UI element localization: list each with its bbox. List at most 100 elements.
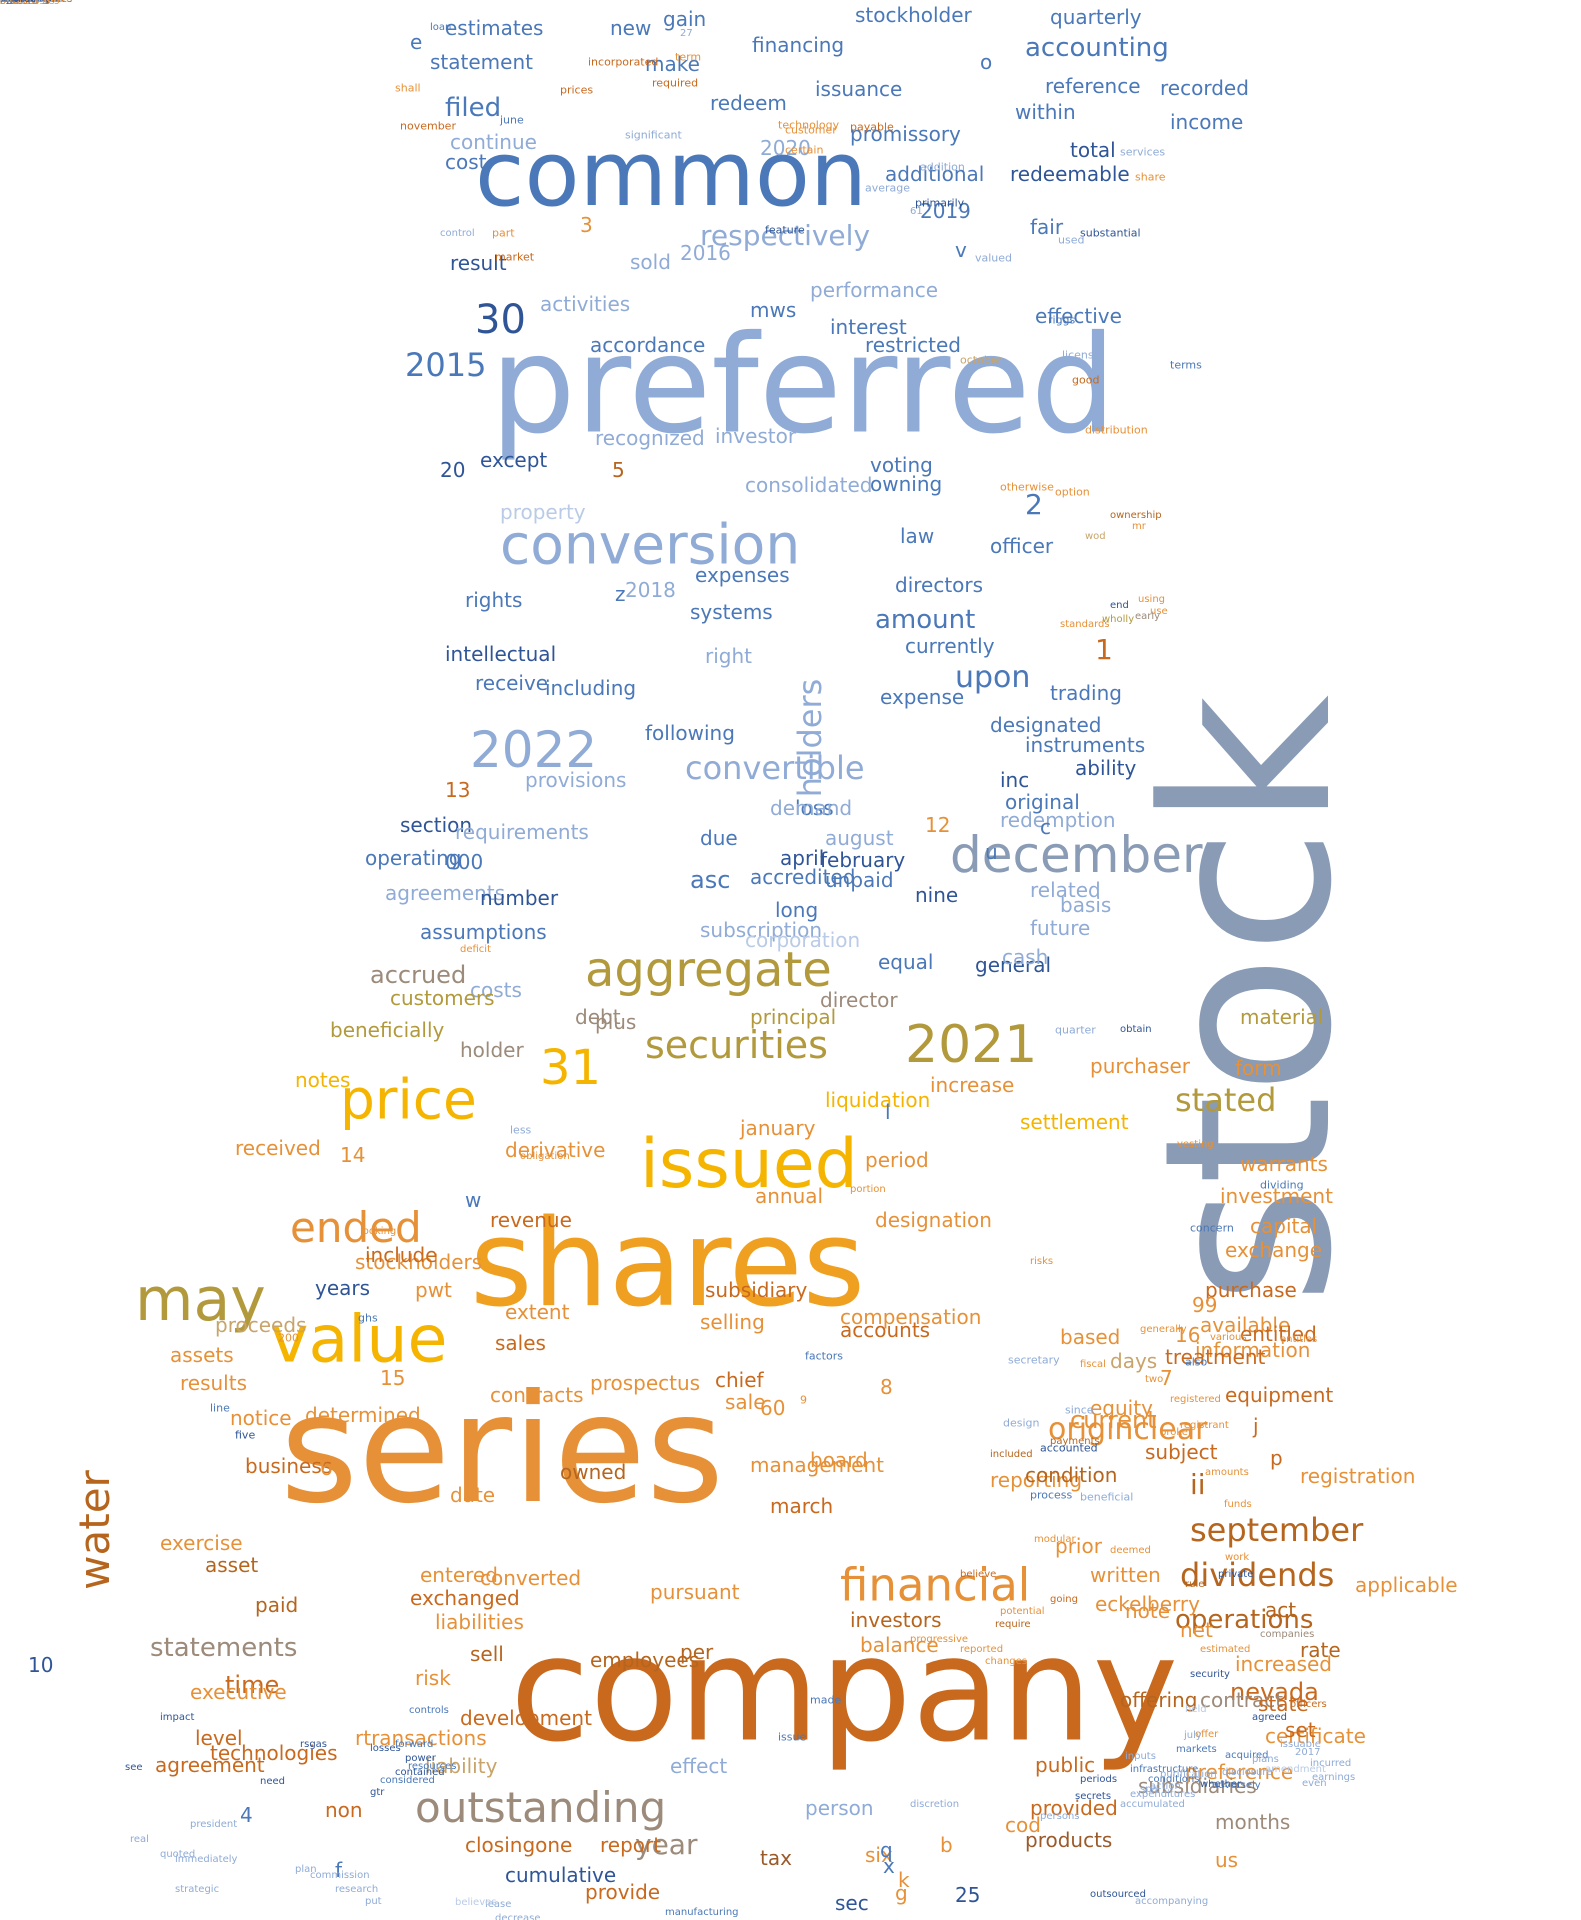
cloud-word: subject — [1145, 1440, 1218, 1464]
cloud-word: authorized — [0, 0, 53, 5]
cloud-word: profit — [0, 0, 27, 5]
cloud-word: includes — [0, 0, 41, 5]
cloud-word: current — [1070, 1406, 1157, 1434]
cloud-word: accounted — [1040, 1441, 1098, 1455]
cloud-word: designation — [875, 1208, 992, 1232]
cloud-word: change — [0, 0, 37, 5]
cloud-word: j — [1253, 1414, 1259, 1438]
cloud-word: assumptions — [420, 920, 547, 944]
cloud-word: security — [1190, 1669, 1230, 1680]
cloud-word: employees — [590, 1648, 700, 1672]
cloud-word: director — [820, 988, 898, 1012]
cloud-word: equipment — [1225, 1383, 1334, 1407]
cloud-word: real — [130, 1834, 149, 1845]
cloud-word: p — [1270, 1446, 1283, 1470]
cloud-word: lived — [0, 0, 24, 5]
cloud-word: costs — [470, 978, 522, 1002]
cloud-word: claims — [0, 0, 32, 5]
cloud-word: subsidiary — [705, 1278, 808, 1302]
cloud-word: total — [1070, 138, 1116, 162]
cloud-word: plans — [1252, 1754, 1279, 1765]
cloud-word: product — [0, 0, 38, 5]
cloud-word: connection — [0, 0, 55, 5]
cloud-word: holder — [460, 1038, 524, 1062]
cloud-word: state — [1258, 1692, 1309, 1716]
cloud-word: statement — [430, 50, 533, 74]
cloud-word: ended — [290, 1203, 422, 1252]
cloud-word: condition — [1025, 1463, 1118, 1487]
cloud-word: sec — [835, 1891, 869, 1915]
cloud-word: interested — [0, 0, 51, 5]
cloud-word: applicable — [1355, 1573, 1458, 1597]
cloud-word: payable — [850, 120, 894, 134]
cloud-word: cod — [1005, 1813, 1041, 1837]
cloud-word: 4 — [240, 1803, 253, 1827]
cloud-word: valuation — [0, 0, 46, 5]
cloud-word: involving — [0, 0, 45, 5]
cloud-word: officer — [990, 534, 1054, 558]
cloud-word: sales — [495, 1331, 546, 1355]
cloud-word: compared — [0, 0, 50, 5]
cloud-word: financial — [840, 1558, 1031, 1612]
cloud-word: unpaid — [825, 868, 894, 892]
cloud-word: established — [0, 0, 57, 5]
cloud-word: 17 — [0, 0, 13, 5]
cloud-word: number — [480, 886, 559, 910]
cloud-word: material — [1240, 1005, 1324, 1029]
cloud-word: capital — [1250, 1214, 1318, 1238]
cloud-word: potential — [1000, 1606, 1045, 1617]
cloud-word: beneficially — [330, 1018, 445, 1042]
cloud-word: fund — [0, 0, 23, 5]
cloud-word: put — [365, 1896, 382, 1907]
cloud-word: see — [125, 1762, 143, 1773]
cloud-word: receive — [475, 671, 549, 695]
cloud-word: tax — [760, 1846, 792, 1870]
cloud-word: loan — [430, 22, 452, 33]
cloud-word: convertible — [685, 749, 865, 787]
cloud-word: sell — [470, 1642, 504, 1666]
cloud-word: pursuant — [650, 1580, 740, 1604]
cloud-word: trade — [0, 0, 27, 5]
cloud-word: create — [0, 0, 32, 5]
cloud-word: compensation — [840, 1305, 982, 1329]
cloud-word: 11 — [0, 0, 13, 5]
cloud-word: 6 — [320, 1456, 333, 1480]
cloud-word: funds — [1224, 1499, 1252, 1510]
cloud-word: states — [0, 0, 31, 5]
cloud-word: deemed — [1110, 1545, 1151, 1556]
cloud-word: executive — [190, 1680, 287, 1704]
cloud-word: known — [0, 0, 33, 5]
cloud-word: served — [0, 0, 34, 5]
cloud-word: asset — [205, 1553, 259, 1577]
cloud-word: settlement — [1020, 1110, 1129, 1134]
cloud-word: investors — [850, 1608, 942, 1632]
cloud-word: internal — [0, 0, 38, 5]
cloud-word: expenses — [695, 563, 790, 587]
cloud-word: june — [500, 113, 524, 127]
cloud-word: amendment — [1265, 1764, 1326, 1775]
cloud-word: nine — [915, 883, 959, 907]
cloud-word: forward — [395, 1739, 434, 1750]
cloud-word: income — [1170, 110, 1244, 134]
cloud-word: however — [0, 0, 43, 5]
cloud-word: accumulated — [1120, 1799, 1185, 1810]
cloud-word: exemption — [0, 0, 53, 5]
cloud-word: percent — [0, 0, 38, 5]
cloud-word: technology — [778, 118, 840, 132]
cloud-word: industrial — [0, 0, 47, 5]
cloud-word: policies — [0, 0, 38, 5]
cloud-word: agreed — [1252, 1712, 1288, 1723]
cloud-word: upon — [955, 660, 1031, 695]
cloud-word: 500 — [0, 0, 19, 5]
cloud-word: economic — [0, 0, 48, 5]
cloud-word: impairment — [0, 0, 58, 5]
cloud-word: equal — [878, 950, 934, 974]
cloud-word: offering — [1120, 1688, 1198, 1712]
cloud-word: limited — [0, 0, 35, 5]
cloud-word: plan — [295, 1864, 317, 1875]
cloud-word: rate — [1300, 1638, 1341, 1662]
cloud-word: using — [1138, 594, 1166, 605]
cloud-word: december — [950, 826, 1203, 884]
cloud-word: shall — [395, 81, 421, 95]
cloud-word: contract — [1200, 1688, 1284, 1712]
